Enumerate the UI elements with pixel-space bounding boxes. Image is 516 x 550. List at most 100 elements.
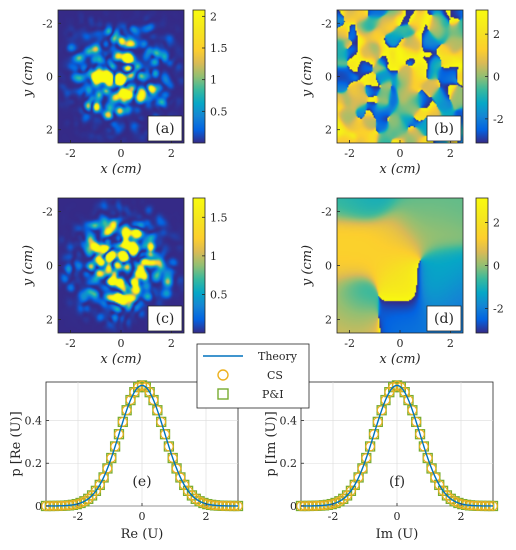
panel-e-ytick-label: 0.2 <box>25 457 43 470</box>
panel-f-xtick-label: 2 <box>458 510 465 523</box>
panel-f-xtick-label: 0 <box>394 510 401 523</box>
panel-f-cs-marker <box>365 441 376 452</box>
panel-a-label: (a) <box>155 121 174 137</box>
panel-b-xlabel: x (cm) <box>379 162 420 177</box>
panel-c-cbar-tick-label: 1 <box>210 250 217 263</box>
panel-c-ylabel: y (cm) <box>21 245 36 287</box>
panel-a-cbar-tick-label: 1.5 <box>210 42 228 55</box>
panel-f-cs-marker <box>430 472 441 483</box>
panel-d-xtick-label: 2 <box>447 337 454 350</box>
panel-b-ytick-label: 0 <box>325 71 332 84</box>
panel-a-ytick-label: 2 <box>46 124 53 137</box>
panel-b-ytick-label: 2 <box>325 124 332 137</box>
panel-e-cs-marker <box>106 453 117 463</box>
panel-b-ylabel: y (cm) <box>300 56 315 98</box>
panel-a: -2 0 2 -2 0 2 x (cm) y (cm) 0.5 1 1.5 2 (a) <box>21 9 228 177</box>
panel-d-xtick-label: -2 <box>344 337 355 350</box>
panel-f-xtick-label: -2 <box>328 510 339 523</box>
panel-c-xtick-label: 2 <box>168 337 175 350</box>
legend: Theory CS P&I <box>196 343 310 409</box>
panel-c: -2 0 2 -2 0 2 x (cm) y (cm) 0.5 1 1.5 (c) <box>21 197 228 367</box>
legend-theory-label: Theory <box>258 350 298 363</box>
panel-e-cs-marker <box>94 479 105 490</box>
panel-e-ylabel: p [Re (U)] <box>9 411 24 476</box>
panel-b-xtick-label: 0 <box>397 147 404 160</box>
panel-e-cs-marker <box>171 463 182 474</box>
panel-d-cbar-tick-label: 0 <box>493 260 500 273</box>
panel-b-xtick-label: -2 <box>344 147 355 160</box>
panel-e-cs-marker <box>202 499 213 510</box>
panel-f-cs-marker <box>380 395 391 405</box>
panel-e-cs-marker <box>102 463 113 474</box>
panel-e-xtick-label: -2 <box>73 510 84 523</box>
panel-d-ylabel: y (cm) <box>300 245 315 287</box>
panel-f-ylabel: p [Im (U)] <box>264 411 279 476</box>
panel-e-xtick-label: 2 <box>203 510 210 523</box>
panel-f-cs-marker <box>426 463 437 474</box>
panel-e-ytick-label: 0.4 <box>25 414 43 427</box>
panel-e-label: (e) <box>132 474 151 490</box>
panel-f-label: (f) <box>389 474 405 490</box>
panel-c-ytick-label: 0 <box>46 260 53 273</box>
panel-f-cs-marker <box>372 416 383 427</box>
panel-b: -2 0 2 -2 0 2 x (cm) y (cm) -2 0 2 (b) <box>300 9 504 177</box>
panel-c-colorbar <box>192 197 206 334</box>
panel-f-cs-marker <box>415 429 425 440</box>
panel-b-cbar-tick-label: 2 <box>493 28 500 41</box>
panel-b-cbar-tick-label: -2 <box>493 113 504 126</box>
panel-e-cs-marker <box>98 472 109 483</box>
legend-pi-swatch <box>217 388 229 400</box>
panel-f-cs-marker <box>457 499 468 510</box>
panel-e-ytick-label: 0 <box>35 500 42 513</box>
legend-cs-swatch <box>217 369 229 381</box>
panel-c-cbar-tick-label: 1.5 <box>210 211 228 224</box>
panel-f-cs-marker <box>376 405 387 416</box>
panel-e-xtick-label: 0 <box>139 510 146 523</box>
panel-f-ytick-label: 0 <box>290 500 297 513</box>
panel-d-label: (d) <box>434 311 454 327</box>
panel-c-ytick-label: -2 <box>42 206 53 219</box>
panel-f-cs-marker <box>349 479 360 490</box>
panel-f-cs-marker <box>369 429 379 440</box>
panel-a-ylabel: y (cm) <box>21 56 36 98</box>
panel-e-cs-marker <box>125 395 136 405</box>
panel-f-cs-marker <box>407 405 418 416</box>
panel-f-cs-marker <box>422 453 433 463</box>
panel-e-cs-marker <box>152 405 163 416</box>
panel-e-cs-marker <box>117 416 128 427</box>
panel-d-xtick-label: 0 <box>397 337 404 350</box>
panel-e-cs-marker <box>114 429 124 440</box>
panel-d-cbar-tick-label: 2 <box>493 217 500 230</box>
panel-f-ytick-label: 0.2 <box>280 457 298 470</box>
panel-f-cs-marker <box>418 441 429 452</box>
panel-e-cs-marker <box>144 387 155 398</box>
panel-a-xtick-label: 2 <box>168 147 175 160</box>
panel-e-cs-marker <box>160 429 170 440</box>
panel-e-cs-marker <box>167 453 178 463</box>
panel-e-cs-marker <box>163 441 174 452</box>
panel-c-cbar-tick-label: 0.5 <box>210 288 228 301</box>
panel-a-xtick-label: -2 <box>65 147 76 160</box>
panel-b-xtick-label: 2 <box>447 147 454 160</box>
panel-a-xlabel: x (cm) <box>100 162 141 177</box>
panel-a-cbar-tick-label: 0.5 <box>210 105 228 118</box>
panel-a-cbar-tick-label: 2 <box>210 10 217 23</box>
panel-b-label: (b) <box>434 121 454 137</box>
panel-c-xlabel: x (cm) <box>100 352 141 367</box>
panel-e-cs-marker <box>175 472 186 483</box>
panel-d-xlabel: x (cm) <box>379 352 420 367</box>
panel-a-xtick-label: 0 <box>118 147 125 160</box>
panel-e-cs-marker <box>156 416 167 427</box>
panel-d: -2 0 2 -2 0 2 x (cm) y (cm) -2 0 2 (d) <box>300 197 504 367</box>
panel-f-ytick-label: 0.4 <box>280 414 298 427</box>
panel-f-cs-marker <box>357 463 368 474</box>
panel-a-colorbar <box>192 9 206 144</box>
panel-e-cs-marker <box>121 405 132 416</box>
panel-d-ytick-label: -2 <box>321 206 332 219</box>
panel-e-cs-marker <box>110 441 121 452</box>
panel-a-cbar-tick-label: 1 <box>210 74 217 87</box>
panel-c-xtick-label: 0 <box>118 337 125 350</box>
panel-f-cs-marker <box>361 453 372 463</box>
panel-c-xtick-label: -2 <box>65 337 76 350</box>
